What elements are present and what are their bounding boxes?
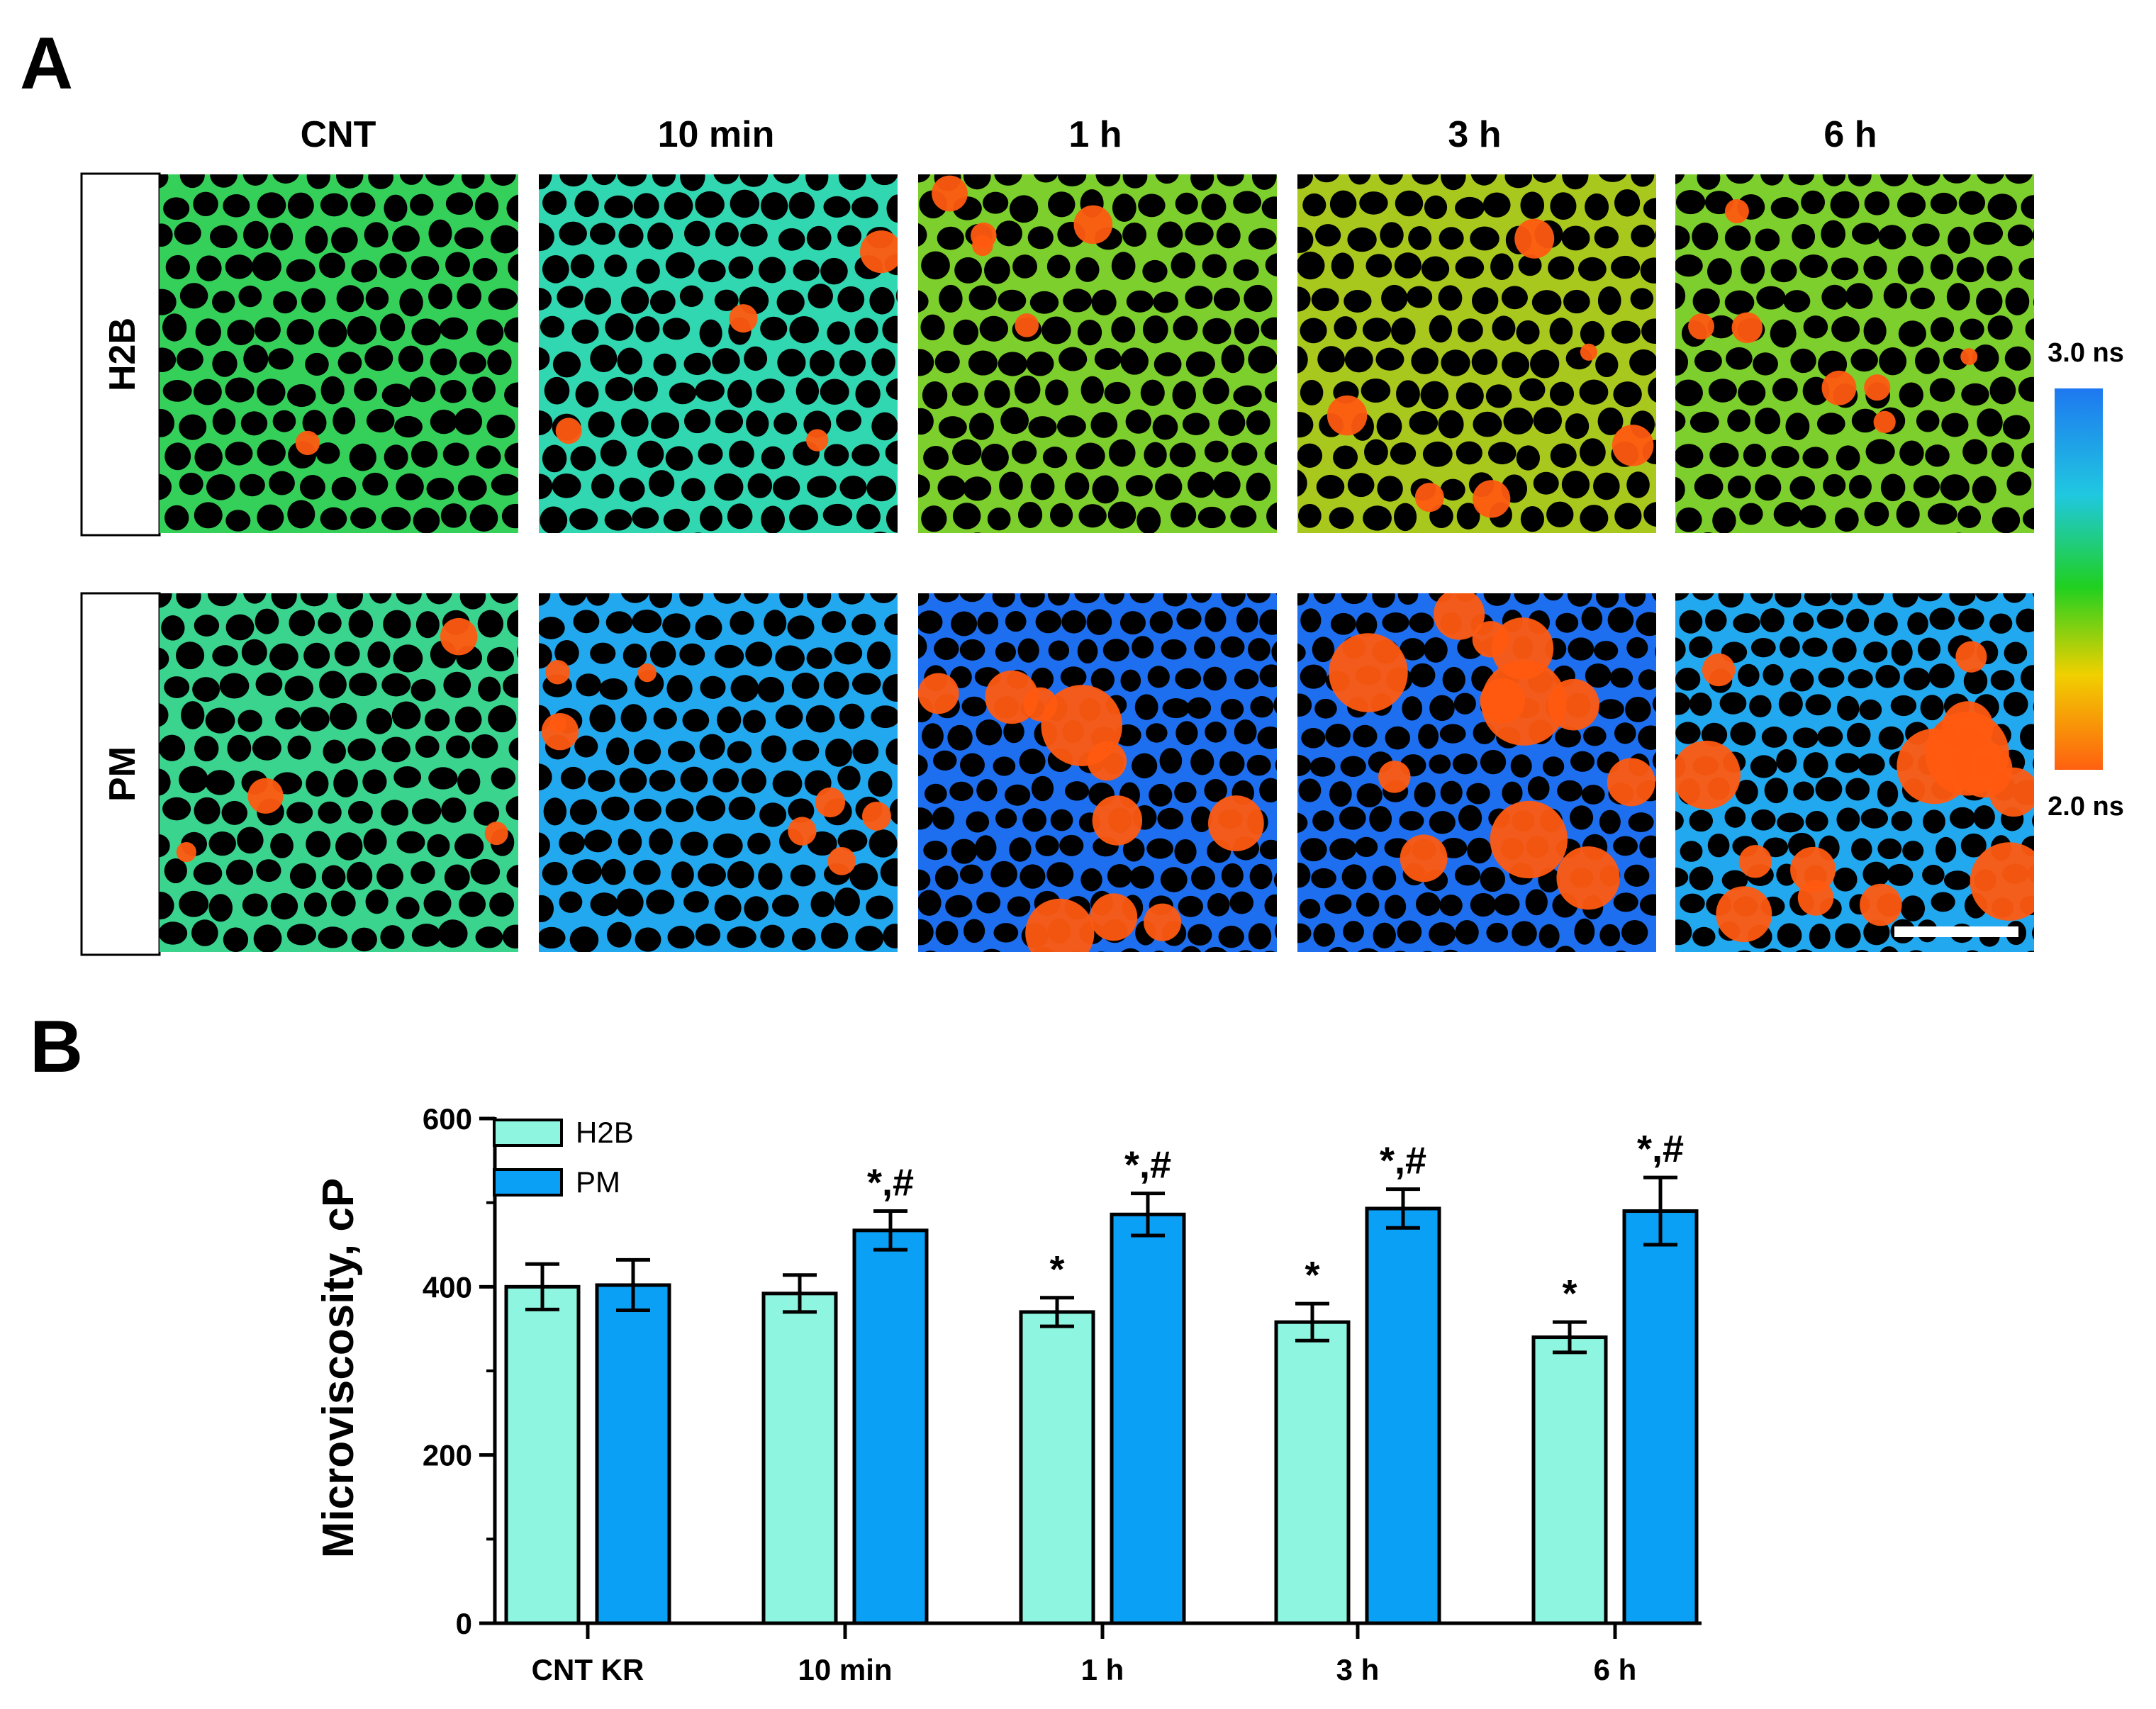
lifetime-colorbar xyxy=(2055,388,2103,770)
column-labels: CNT 10 min 1 h 3 h 6 h xyxy=(301,114,1877,155)
column-label-0: CNT xyxy=(301,114,376,155)
x-tick-label-2: 1 h xyxy=(1081,1653,1124,1686)
x-tick-label-0: CNT KR xyxy=(532,1653,644,1686)
tile-pm-4 xyxy=(1675,593,2034,952)
microviscosity-bar-chart: Microviscosity, cP 0 200 400 600 * * * *,# *,# *,… xyxy=(314,1102,1702,1686)
tile-h2b-3 xyxy=(1297,174,1656,533)
y-tick-label-1: 200 xyxy=(423,1439,472,1472)
legend-swatch-pm xyxy=(493,1168,563,1197)
significance-pm-3: *,# xyxy=(1380,1140,1426,1182)
column-label-4: 6 h xyxy=(1823,114,1877,155)
significance-h2b-2: * xyxy=(1049,1248,1064,1291)
x-tick-label-3: 3 h xyxy=(1336,1653,1380,1686)
bar-h2b-4 xyxy=(1531,1335,1608,1625)
colorbar-top-label: 3.0 ns xyxy=(2048,338,2124,368)
row-label-h2b-box: H2B xyxy=(80,172,161,537)
y-tick-label-0: 0 xyxy=(456,1607,472,1640)
row-label-pm: PM xyxy=(102,746,143,802)
x-tick-label-4: 6 h xyxy=(1594,1653,1637,1686)
panel-a-letter: A xyxy=(20,23,73,105)
tile-pm-0 xyxy=(160,593,518,952)
significance-pm-1: *,# xyxy=(867,1162,914,1204)
column-label-2: 1 h xyxy=(1068,114,1122,155)
legend-swatch-h2b xyxy=(493,1119,563,1147)
bar-h2b-1 xyxy=(761,1291,838,1625)
tile-pm-1 xyxy=(539,593,898,952)
y-tick-label-2: 400 xyxy=(423,1270,472,1304)
row-label-pm-box: PM xyxy=(80,592,161,956)
tile-h2b-1 xyxy=(539,174,898,533)
legend-label-h2b: H2B xyxy=(576,1116,634,1149)
significance-pm-4: *,# xyxy=(1637,1128,1684,1170)
bar-pm-4 xyxy=(1622,1209,1699,1625)
tile-h2b-2 xyxy=(918,174,1277,533)
column-label-3: 3 h xyxy=(1448,114,1501,155)
colorbar-bottom-label: 2.0 ns xyxy=(2048,792,2124,822)
significance-h2b-4: * xyxy=(1562,1272,1577,1315)
bar-pm-3 xyxy=(1365,1206,1441,1625)
bar-h2b-2 xyxy=(1019,1310,1095,1625)
significance-h2b-3: * xyxy=(1305,1254,1319,1296)
x-tick-label-1: 10 min xyxy=(798,1653,892,1686)
row-label-h2b: H2B xyxy=(102,318,143,391)
tile-pm-3 xyxy=(1297,593,1656,952)
scale-bar xyxy=(1894,926,2018,937)
legend-label-pm: PM xyxy=(576,1165,620,1199)
bar-pm-2 xyxy=(1110,1212,1186,1625)
bar-pm-0 xyxy=(595,1283,671,1625)
y-axis-label: Microviscosity, cP xyxy=(314,1178,363,1558)
tile-h2b-0 xyxy=(160,174,518,533)
chart-marks: 0 200 400 600 * * * *,# *,# *,# *,# CNT KR 10 min 1 h… xyxy=(423,1102,1702,1686)
panel-b-letter: B xyxy=(30,1006,83,1088)
tile-h2b-4 xyxy=(1675,174,2034,533)
y-tick-label-3: 600 xyxy=(423,1102,472,1136)
bar-h2b-3 xyxy=(1274,1320,1351,1625)
tile-pm-2 xyxy=(918,593,1277,952)
significance-pm-2: *,# xyxy=(1124,1144,1171,1187)
bar-h2b-0 xyxy=(504,1284,581,1625)
column-label-1: 10 min xyxy=(658,114,775,155)
bar-pm-1 xyxy=(852,1228,929,1625)
microscopy-grid xyxy=(160,174,2034,952)
